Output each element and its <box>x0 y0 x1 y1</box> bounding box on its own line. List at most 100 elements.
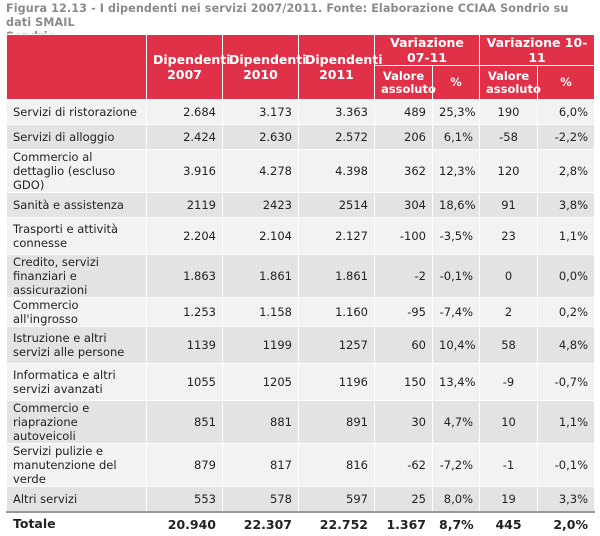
cell-pct1011: 4,8% <box>537 326 596 364</box>
cell-d2007: 1055 <box>146 363 223 401</box>
cell-pct0711: 18,6% <box>431 192 481 218</box>
cell-abs1011: 23 <box>479 217 539 255</box>
row-label: Altri servizi <box>6 486 147 513</box>
cell-pct1011: 6,0% <box>537 99 596 125</box>
total-d2007: 20.940 <box>146 511 223 536</box>
cell-d2011: 3.363 <box>298 99 375 125</box>
cell-abs1011: 0 <box>479 254 539 298</box>
header-valore-assoluto-10-11: Valore assoluto <box>479 65 541 100</box>
cell-abs1011: 120 <box>479 149 539 193</box>
header-pct-07-11: % <box>431 65 481 100</box>
cell-abs1011: 10 <box>479 400 539 444</box>
employees-table: Dipendenti 2007 Dipendenti 2010 Dipenden… <box>6 34 596 536</box>
cell-d2007: 2.684 <box>146 99 223 125</box>
cell-abs1011: 91 <box>479 192 539 218</box>
cell-abs0711: 489 <box>374 99 433 125</box>
cell-pct1011: -0,1% <box>537 443 596 487</box>
cell-pct0711: 13,4% <box>431 363 481 401</box>
header-dipendenti-2010: Dipendenti 2010 <box>222 34 307 100</box>
cell-d2010: 4.278 <box>222 149 299 193</box>
cell-d2007: 851 <box>146 400 223 444</box>
cell-pct0711: 25,3% <box>431 99 481 125</box>
row-label: Istruzione e altri servizi alle persone <box>6 326 147 364</box>
cell-d2007: 2.424 <box>146 124 223 150</box>
cell-pct0711: 12,3% <box>431 149 481 193</box>
row-label: Commercio al dettaglio (escluso GDO) <box>6 149 147 193</box>
cell-d2010: 2.630 <box>222 124 299 150</box>
cell-d2011: 597 <box>298 486 375 513</box>
header-variazione-07-11: Variazione 07-11 <box>373 34 481 66</box>
cell-d2010: 817 <box>222 443 299 487</box>
cell-abs1011: 2 <box>479 297 539 327</box>
row-label: Servizi di alloggio <box>6 124 147 150</box>
cell-pct1011: 0,2% <box>537 297 596 327</box>
table-row: Informatica e altri servizi avanzati 105… <box>6 363 596 401</box>
cell-abs0711: 30 <box>374 400 433 444</box>
cell-pct1011: 0,0% <box>537 254 596 298</box>
cell-pct0711: 6,1% <box>431 124 481 150</box>
cell-pct0711: 8,0% <box>431 486 481 513</box>
cell-pct0711: 4,7% <box>431 400 481 444</box>
cell-pct1011: -2,2% <box>537 124 596 150</box>
cell-pct1011: -0,7% <box>537 363 596 401</box>
cell-d2007: 1.863 <box>146 254 223 298</box>
header-pct-10-11: % <box>537 65 596 100</box>
cell-abs0711: -2 <box>374 254 433 298</box>
table-row: Servizi di ristorazione 2.684 3.173 3.36… <box>6 99 596 125</box>
cell-pct1011: 3,3% <box>537 486 596 513</box>
cell-abs0711: 362 <box>374 149 433 193</box>
cell-pct0711: -7,4% <box>431 297 481 327</box>
table-row: Commercio e riaprazione autoveicoli 851 … <box>6 400 596 444</box>
cell-abs1011: 19 <box>479 486 539 513</box>
table-row: Trasporti e attività connesse 2.204 2.10… <box>6 217 596 255</box>
cell-d2011: 891 <box>298 400 375 444</box>
cell-d2007: 879 <box>146 443 223 487</box>
row-label: Servizi pulizie e manutenzione del verde <box>6 443 147 487</box>
total-abs1011: 445 <box>479 511 539 536</box>
cell-d2010: 2423 <box>222 192 299 218</box>
table-row: Commercio all'ingrosso 1.253 1.158 1.160… <box>6 297 596 327</box>
row-label: Trasporti e attività connesse <box>6 217 147 255</box>
cell-abs1011: -9 <box>479 363 539 401</box>
cell-abs0711: 25 <box>374 486 433 513</box>
cell-pct1011: 3,8% <box>537 192 596 218</box>
header-dipendenti-2007: Dipendenti 2007 <box>146 34 231 100</box>
header-label-cell <box>6 34 147 100</box>
row-label: Commercio e riaprazione autoveicoli <box>6 400 147 444</box>
cell-d2011: 2.572 <box>298 124 375 150</box>
cell-d2007: 1.253 <box>146 297 223 327</box>
cell-d2011: 2.127 <box>298 217 375 255</box>
row-label: Informatica e altri servizi avanzati <box>6 363 147 401</box>
cell-d2010: 1.158 <box>222 297 299 327</box>
cell-d2011: 1257 <box>298 326 375 364</box>
total-d2011: 22.752 <box>298 511 375 536</box>
table-row: Commercio al dettaglio (escluso GDO) 3.9… <box>6 149 596 193</box>
cell-d2007: 2119 <box>146 192 223 218</box>
cell-pct1011: 1,1% <box>537 217 596 255</box>
cell-abs1011: -1 <box>479 443 539 487</box>
cell-d2010: 3.173 <box>222 99 299 125</box>
cell-d2010: 2.104 <box>222 217 299 255</box>
table-row: Servizi di alloggio 2.424 2.630 2.572 20… <box>6 124 596 150</box>
cell-abs0711: 304 <box>374 192 433 218</box>
total-abs0711: 1.367 <box>374 511 433 536</box>
cell-abs0711: 206 <box>374 124 433 150</box>
cell-pct0711: -7,2% <box>431 443 481 487</box>
cell-d2007: 553 <box>146 486 223 513</box>
cell-abs0711: 60 <box>374 326 433 364</box>
cell-abs1011: -58 <box>479 124 539 150</box>
cell-d2010: 578 <box>222 486 299 513</box>
cell-d2007: 2.204 <box>146 217 223 255</box>
cell-d2011: 1196 <box>298 363 375 401</box>
table-row: Servizi pulizie e manutenzione del verde… <box>6 443 596 487</box>
cell-d2010: 881 <box>222 400 299 444</box>
table-row: Altri servizi 553 578 597 25 8,0% 19 3,3… <box>6 486 596 513</box>
cell-d2011: 2514 <box>298 192 375 218</box>
cell-d2010: 1205 <box>222 363 299 401</box>
cell-d2011: 816 <box>298 443 375 487</box>
row-label: Commercio all'ingrosso <box>6 297 147 327</box>
total-d2010: 22.307 <box>222 511 299 536</box>
total-pct1011: 2,0% <box>537 511 596 536</box>
table-row: Istruzione e altri servizi alle persone … <box>6 326 596 364</box>
cell-d2011: 1.861 <box>298 254 375 298</box>
